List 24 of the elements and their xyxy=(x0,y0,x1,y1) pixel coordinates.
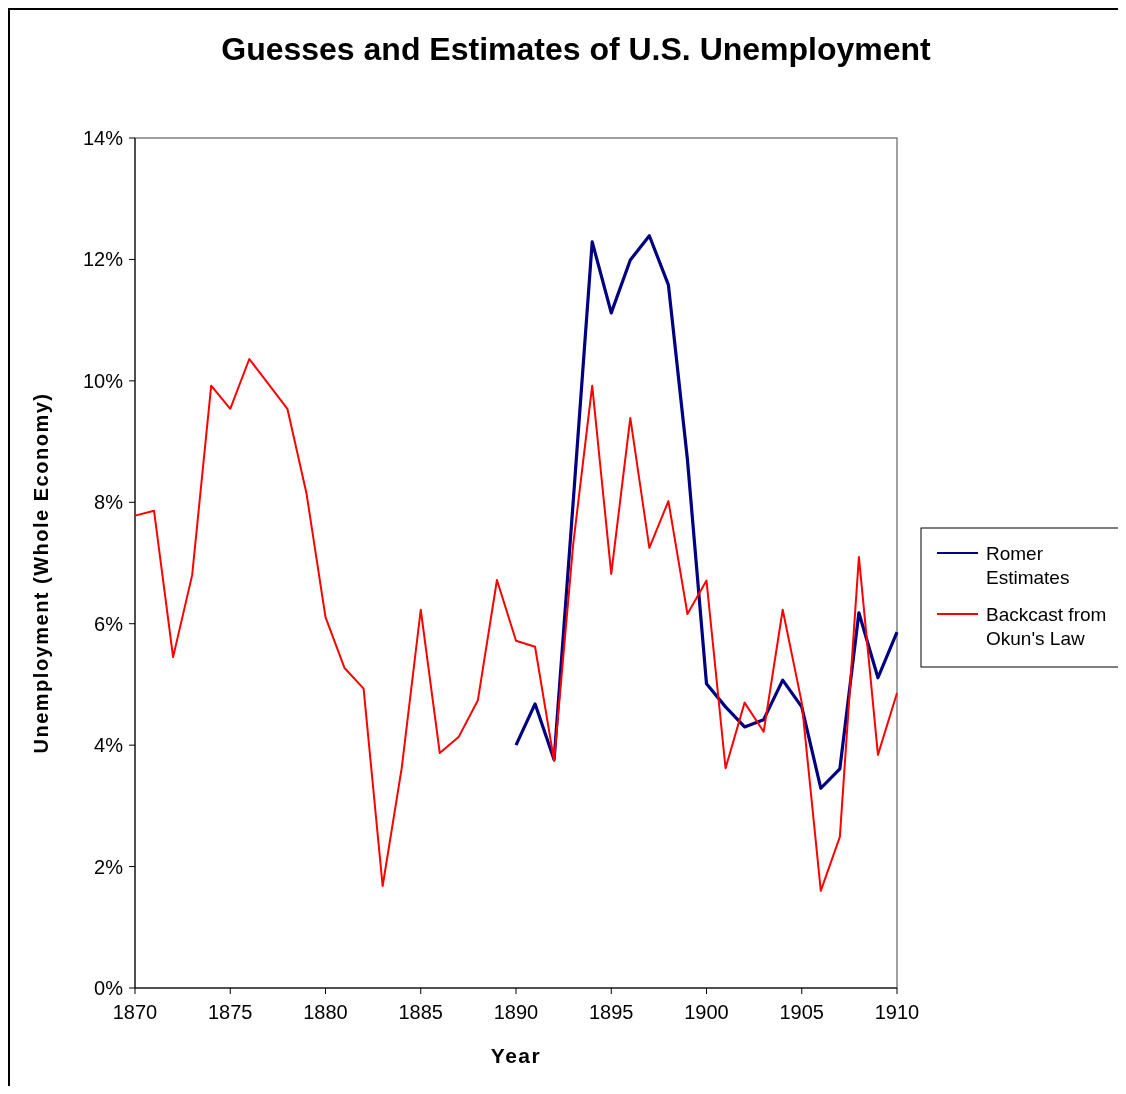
x-tick-label: 1870 xyxy=(112,1001,158,1023)
x-tick-label: 1890 xyxy=(493,1001,539,1023)
y-tick-label: 0% xyxy=(94,977,124,999)
y-tick-label: 4% xyxy=(94,734,124,757)
x-tick-label: 1910 xyxy=(874,1001,920,1023)
x-tick-label: 1895 xyxy=(589,1001,634,1023)
x-tick-label: 1880 xyxy=(303,1001,348,1023)
chart-title: Guesses and Estimates of U.S. Unemployment xyxy=(221,31,932,67)
y-tick-label: 6% xyxy=(94,612,124,635)
legend-label: Romer Estimates xyxy=(986,543,1070,588)
x-axis-title: Year xyxy=(490,1044,542,1067)
y-tick-label: 10% xyxy=(82,369,124,392)
x-tick-label: 1900 xyxy=(684,1001,729,1023)
y-axis-title: Unemployment (Whole Economy) xyxy=(30,392,52,754)
y-tick-label: 12% xyxy=(82,248,124,271)
x-tick-label: 1885 xyxy=(398,1001,443,1023)
line-series xyxy=(514,234,899,790)
legend-label: Backcast from Okun's Law xyxy=(986,604,1107,649)
x-tick-label: 1875 xyxy=(208,1001,253,1023)
line-series xyxy=(134,358,898,892)
y-tick-label: 2% xyxy=(94,855,124,878)
y-tick-label: 14% xyxy=(82,127,124,149)
y-tick-label: 8% xyxy=(94,491,124,514)
x-tick-label: 1905 xyxy=(779,1001,824,1023)
